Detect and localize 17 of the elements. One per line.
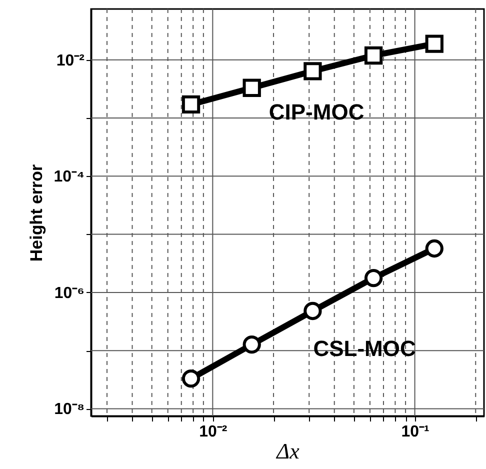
point	[364, 46, 383, 65]
point	[364, 268, 383, 288]
point	[304, 302, 322, 320]
point	[182, 95, 200, 114]
x-axis-title: Δx	[276, 438, 300, 464]
point	[242, 78, 261, 97]
point	[425, 239, 444, 258]
y-tick-label: 10⁻⁶	[54, 284, 84, 302]
y-tick-label: 10⁻²	[56, 52, 84, 70]
point	[425, 34, 444, 53]
y-tick-label: 10⁻⁸	[54, 401, 84, 418]
y-tick-label: 10⁻⁴	[54, 168, 85, 186]
point	[182, 370, 200, 388]
x-tick-label: 10⁻¹	[401, 424, 430, 440]
point	[304, 62, 322, 80]
point	[242, 335, 261, 354]
y-axis-title: Height error	[26, 164, 46, 262]
